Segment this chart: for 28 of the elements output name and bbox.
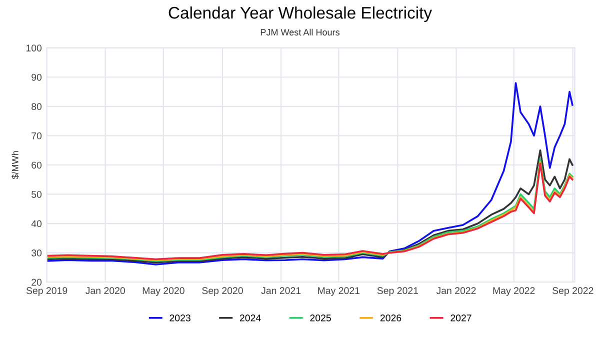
x-tick-label: May 2022 bbox=[493, 287, 535, 296]
x-tick-label: Jan 2022 bbox=[436, 287, 476, 294]
y-tick-label: 20 bbox=[32, 278, 42, 286]
legend-label: 2025 bbox=[310, 314, 331, 322]
x-tick-label: Sep 2021 bbox=[377, 287, 418, 296]
legend-label: 2027 bbox=[450, 314, 472, 322]
y-tick-label: 50 bbox=[32, 190, 42, 198]
y-tick-label: 30 bbox=[31, 250, 42, 256]
legend-label: 2026 bbox=[380, 314, 402, 322]
y-tick-label: 40 bbox=[31, 220, 42, 228]
y-tick-label: 60 bbox=[32, 162, 42, 169]
chart-subtitle: PJM West All Hours bbox=[260, 28, 340, 36]
y-tick-label: 80 bbox=[32, 103, 42, 110]
y-axis-title: $/MWh bbox=[12, 151, 19, 180]
legend-label: 2024 bbox=[240, 314, 261, 322]
x-tick-label: Sep 2019 bbox=[26, 287, 68, 296]
y-tick-label: 70 bbox=[32, 132, 42, 140]
x-tick-label: Sep 2020 bbox=[202, 287, 243, 296]
x-tick-label: Sep 2022 bbox=[552, 287, 594, 296]
x-tick-label: May 2021 bbox=[318, 287, 360, 296]
line-series bbox=[46, 82, 574, 266]
chart-title: Calendar Year Wholesale Electricity bbox=[168, 6, 432, 22]
x-tick-label: May 2020 bbox=[142, 287, 184, 296]
legend-label: 2023 bbox=[170, 314, 190, 322]
y-tick-label: 100 bbox=[26, 44, 42, 52]
y-tick-label: 90 bbox=[32, 74, 42, 81]
x-tick-label: Jan 2021 bbox=[261, 287, 301, 294]
x-tick-label: Jan 2020 bbox=[86, 287, 125, 294]
